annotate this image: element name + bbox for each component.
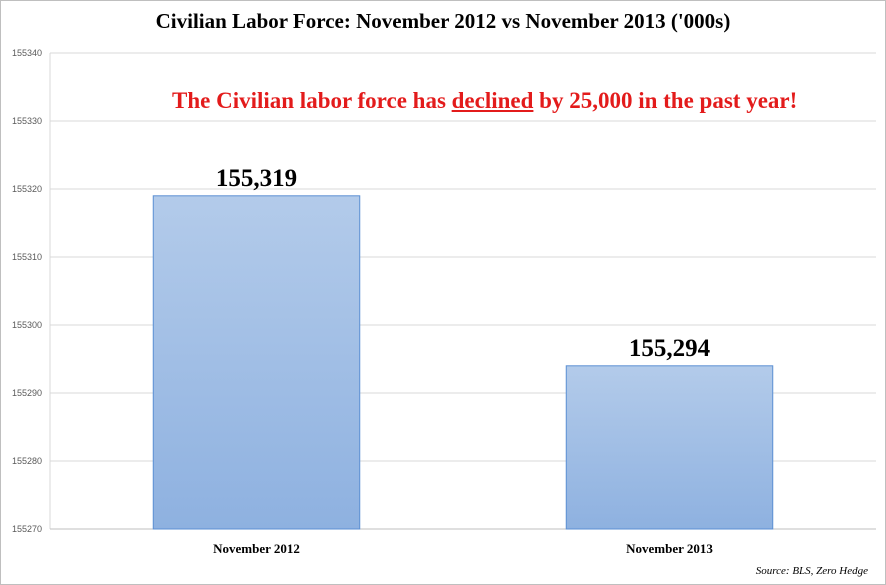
chart-annotation: The Civilian labor force has declined by… (172, 88, 797, 114)
chart-title: Civilian Labor Force: November 2012 vs N… (155, 9, 731, 33)
annotation-emphasis: declined (451, 88, 534, 113)
y-tick-label: 155310 (12, 252, 42, 262)
annotation-text-before: The Civilian labor force has (172, 88, 452, 113)
y-tick-label: 155290 (12, 388, 42, 398)
y-tick-label: 155330 (12, 116, 42, 126)
bar (152, 195, 361, 530)
bars (152, 195, 774, 530)
chart-source: Source: BLS, Zero Hedge (755, 565, 868, 577)
x-category-label: November 2012 (213, 541, 300, 556)
y-tick-label: 155320 (12, 184, 42, 194)
data-label: 155,294 (629, 335, 711, 362)
x-category-label: November 2013 (626, 541, 713, 556)
labels: 155,319 November 2012 155,294 November 2013 (213, 165, 713, 556)
data-label: 155,319 (216, 165, 297, 192)
bar (565, 365, 774, 530)
annotation-text-after: by 25,000 in the past year! (533, 88, 798, 113)
y-tick-label: 155280 (12, 456, 42, 466)
y-tick-label: 155300 (12, 320, 42, 330)
y-tick-label: 155340 (12, 48, 42, 58)
y-tick-label: 155270 (12, 524, 42, 534)
